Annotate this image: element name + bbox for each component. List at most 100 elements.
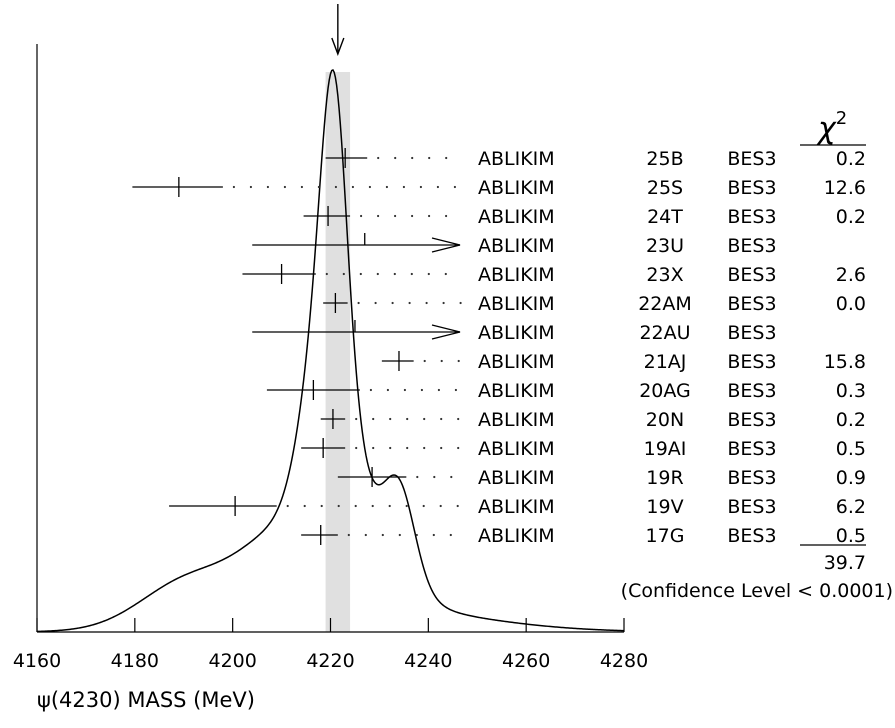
leader-dot <box>423 359 426 363</box>
leader-dot <box>427 272 430 276</box>
leader-dot <box>351 185 354 189</box>
leader-dot <box>355 446 358 450</box>
experiment-label: BES3 <box>727 438 776 460</box>
leader-dot <box>389 417 392 421</box>
experiment-label: BES3 <box>727 177 776 199</box>
leader-dot <box>303 504 306 508</box>
author-label: ABLIKIM <box>478 235 555 257</box>
chi2-value: 0.2 <box>836 206 866 228</box>
experiment-label: BES3 <box>727 322 776 344</box>
leader-dot <box>391 301 394 305</box>
document-code-label: 17G <box>646 525 685 547</box>
leader-dot <box>428 156 431 160</box>
leader-dot <box>266 185 269 189</box>
document-code-label: 23U <box>646 235 684 257</box>
leader-dot <box>457 446 460 450</box>
leader-dot <box>457 359 460 363</box>
chi2-value: 15.8 <box>824 351 866 373</box>
leader-dot <box>249 185 252 189</box>
leader-dot <box>355 417 358 421</box>
x-tick-label: 4180 <box>111 650 159 672</box>
experiment-label: BES3 <box>727 409 776 431</box>
document-code-label: 20AG <box>639 380 691 402</box>
document-code-label: 22AU <box>639 322 690 344</box>
confidence-level: (Confidence Level < 0.0001) <box>621 580 893 602</box>
author-label: ABLIKIM <box>478 467 555 489</box>
chi2-value: 0.5 <box>836 438 866 460</box>
chi2-value: 0.9 <box>836 467 866 489</box>
experiment-label: BES3 <box>727 467 776 489</box>
author-label: ABLIKIM <box>478 409 555 431</box>
leader-dot <box>381 533 384 537</box>
author-label: ABLIKIM <box>478 148 555 170</box>
leader-dot <box>393 272 396 276</box>
leader-dot <box>300 185 303 189</box>
leader-dot <box>450 475 453 479</box>
leader-dot <box>410 272 413 276</box>
chi2-value: 0.3 <box>836 380 866 402</box>
x-tick-label: 4260 <box>502 650 550 672</box>
leader-dot <box>445 156 448 160</box>
leader-dot <box>403 388 406 392</box>
author-label: ABLIKIM <box>478 496 555 518</box>
author-label: ABLIKIM <box>478 438 555 460</box>
x-tick-label: 4280 <box>600 650 648 672</box>
leader-dot <box>371 504 374 508</box>
author-label: ABLIKIM <box>478 351 555 373</box>
chi2-value: 0.2 <box>836 409 866 431</box>
document-code-label: 20N <box>646 409 684 431</box>
chi2-value: 0.0 <box>836 293 866 315</box>
experiment-label: BES3 <box>727 206 776 228</box>
x-tick-label: 4220 <box>306 650 354 672</box>
leader-dot <box>402 185 405 189</box>
leader-dot <box>317 185 320 189</box>
error-bar-arrowhead <box>431 237 461 253</box>
leader-dot <box>454 388 457 392</box>
leader-dot <box>440 446 443 450</box>
chi2-header: χ2 <box>816 108 847 146</box>
experiment-label: BES3 <box>727 496 776 518</box>
leader-dot <box>372 446 375 450</box>
leader-dot <box>283 185 286 189</box>
leader-dot <box>444 272 447 276</box>
author-label: ABLIKIM <box>478 322 555 344</box>
x-tick-label: 4200 <box>208 650 256 672</box>
experiment-label: BES3 <box>727 380 776 402</box>
leader-dot <box>337 504 340 508</box>
leader-dot <box>415 533 418 537</box>
leader-dot <box>457 417 460 421</box>
document-code-label: 21AJ <box>644 351 687 373</box>
leader-dot <box>420 388 423 392</box>
author-label: ABLIKIM <box>478 380 555 402</box>
leader-dot <box>372 417 375 421</box>
document-code-label: 23X <box>646 264 683 286</box>
leader-dot <box>436 185 439 189</box>
leader-dot <box>386 388 389 392</box>
leader-dot <box>416 475 419 479</box>
leader-dot <box>411 156 414 160</box>
leader-dot <box>428 214 431 218</box>
document-code-label: 19V <box>646 496 683 518</box>
leader-dot <box>440 359 443 363</box>
author-label: ABLIKIM <box>478 525 555 547</box>
leader-dot <box>364 533 367 537</box>
leader-dot <box>453 185 456 189</box>
chi2-value: 6.2 <box>836 496 866 518</box>
leader-dot <box>385 185 388 189</box>
leader-dot <box>433 475 436 479</box>
leader-dot <box>422 504 425 508</box>
leader-dot <box>388 504 391 508</box>
experiment-label: BES3 <box>727 264 776 286</box>
author-label: ABLIKIM <box>478 177 555 199</box>
chi2-value: 0.2 <box>836 148 866 170</box>
leader-dot <box>359 272 362 276</box>
leader-dot <box>377 214 380 218</box>
leader-dot <box>369 388 372 392</box>
document-code-label: 19R <box>646 467 683 489</box>
leader-dot <box>406 417 409 421</box>
leader-dot <box>432 533 435 537</box>
experiment-label: BES3 <box>727 293 776 315</box>
leader-dot <box>425 301 428 305</box>
leader-dot <box>374 301 377 305</box>
x-tick-label: 4240 <box>404 650 452 672</box>
